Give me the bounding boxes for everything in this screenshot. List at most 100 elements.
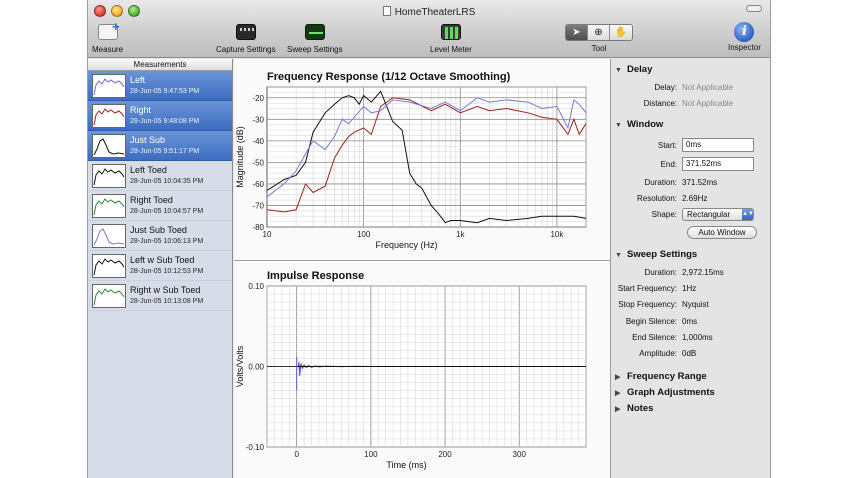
app-window: HomeTheaterLRS Measure Capture Settings … [87, 0, 771, 478]
measurement-text: Just Sub Toed 28-Jun-05 10:06:13 PM [130, 225, 203, 247]
delay-section-header[interactable]: ▼ Delay [615, 64, 652, 75]
measurement-text: Right Toed 28-Jun-05 10:04:57 PM [130, 195, 203, 217]
tool-selector[interactable]: ➤ ⊕ ✋ [565, 24, 633, 41]
window-shape-popup[interactable]: Rectangular ▲▼ [682, 208, 754, 221]
capture-settings-icon [235, 24, 256, 40]
frequency-range-section-header[interactable]: ▶ Frequency Range [615, 371, 707, 382]
inspector-button[interactable]: i Inspector [728, 22, 761, 52]
graph-adjustments-section-header[interactable]: ▶ Graph Adjustments [615, 387, 715, 398]
sweep-settings-label: Sweep Settings [287, 45, 343, 54]
measurement-item[interactable]: Left Toed 28-Jun-05 10:04:35 PM [88, 161, 232, 191]
delay-section-title: Delay [627, 64, 653, 75]
measurement-name: Left w Sub Toed [130, 254, 195, 265]
measurement-thumbnail [92, 223, 126, 248]
measurement-name: Just Sub [130, 134, 166, 145]
measurement-name: Left Toed [130, 164, 167, 175]
inspector-panel: ▼ Delay Delay: Not Applicable Distance: Not… [610, 59, 770, 478]
thumbnail-curve [93, 227, 125, 245]
x-tick-label: 1k [456, 230, 465, 239]
measurement-item[interactable]: Right Toed 28-Jun-05 10:04:57 PM [88, 191, 232, 221]
chart-title: Frequency Response (1/12 Octave Smoothin… [267, 71, 511, 83]
window-resolution-value: 2.69Hz [682, 194, 708, 203]
measurement-text: Right w Sub Toed 28-Jun-05 10:13:08 PM [130, 285, 203, 307]
distance-value: Not Applicable [682, 99, 734, 108]
y-tick-label: -50 [252, 158, 264, 167]
window-end-field[interactable]: 371.52ms [682, 157, 754, 171]
x-tick-label: 200 [438, 450, 452, 459]
begin-silence-value: 0ms [682, 317, 698, 326]
impulse-response-pane[interactable]: 0 100 200 300 0.10 0.00 -0.10 Impulse Response T… [234, 262, 610, 478]
impulse-response-chart[interactable]: 0 100 200 300 0.10 0.00 -0.10 Impulse Response T… [234, 262, 610, 478]
sweep-duration-value: 2,972.15ms [682, 268, 724, 277]
window-duration-label: Duration: [644, 178, 677, 187]
close-window-button[interactable] [94, 5, 106, 17]
stop-frequency-label: Stop Frequency: [618, 300, 677, 309]
thumbnail-curve [93, 107, 125, 125]
disclosure-closed-icon: ▶ [615, 390, 621, 397]
amplitude-value: 0dB [682, 349, 697, 358]
sweep-duration-label: Duration: [644, 268, 677, 277]
inspector-label: Inspector [728, 43, 761, 52]
x-tick-label: 100 [364, 450, 378, 459]
measurement-text: Left Toed 28-Jun-05 10:04:35 PM [130, 165, 203, 187]
measurement-name: Right w Sub Toed [130, 284, 201, 295]
sweep-section-header[interactable]: ▼ Sweep Settings [615, 249, 697, 260]
measurement-item[interactable]: Just Sub 28-Jun-05 9:51:17 PM [88, 131, 232, 161]
thumbnail-curve [93, 167, 125, 185]
hand-icon[interactable]: ✋ [610, 25, 632, 40]
minimize-window-button[interactable] [111, 5, 123, 17]
measurement-name: Left [130, 74, 146, 85]
measurement-date: 28-Jun-05 10:12:53 PM [130, 267, 204, 275]
thumbnail-curve [93, 197, 125, 215]
y-axis-label: Volts/Volts [235, 345, 245, 387]
start-frequency-label: Start Frequency: [617, 284, 677, 293]
thumbnail-curve [93, 137, 125, 155]
disclosure-closed-icon: ▶ [615, 374, 621, 381]
measure-button[interactable]: Measure [92, 19, 123, 54]
measurement-item[interactable]: Left w Sub Toed 28-Jun-05 10:12:53 PM [88, 251, 232, 281]
measurement-item[interactable]: Just Sub Toed 28-Jun-05 10:06:13 PM [88, 221, 232, 251]
x-tick-label: 100 [357, 230, 371, 239]
x-tick-label: 10k [550, 230, 564, 239]
graph-area: 10 100 1k 10k -20 -30 -40 -50 -60 -70 -80 Frequency… [234, 59, 610, 478]
window-start-field[interactable]: 0ms [682, 138, 754, 152]
thumbnail-curve [93, 257, 125, 275]
y-tick-label: -70 [252, 201, 264, 210]
end-silence-value: 1,000ms [682, 333, 713, 342]
disclosure-open-icon: ▼ [615, 67, 622, 74]
measurement-text: Left w Sub Toed 28-Jun-05 10:12:53 PM [130, 255, 203, 277]
measurement-item[interactable]: Right 28-Jun-05 9:48:08 PM [88, 101, 232, 131]
measurements-header[interactable]: Measurements [88, 59, 232, 71]
y-tick-label: -40 [252, 137, 264, 146]
measurement-thumbnail [92, 193, 126, 218]
titlebar: HomeTheaterLRS Measure Capture Settings … [88, 0, 770, 58]
notes-title: Notes [627, 403, 654, 414]
stop-frequency-value: Nyquist [682, 300, 709, 309]
chart-title: Impulse Response [267, 270, 364, 282]
measurement-date: 28-Jun-05 10:13:08 PM [130, 297, 204, 305]
window-resolution-label: Resolution: [636, 194, 677, 203]
measurement-date: 28-Jun-05 10:04:35 PM [130, 177, 204, 185]
sweep-settings-button[interactable]: Sweep Settings [287, 24, 343, 54]
toolbar-toggle-button[interactable] [746, 5, 762, 12]
measurement-item[interactable]: Right w Sub Toed 28-Jun-05 10:13:08 PM [88, 281, 232, 311]
amplitude-label: Amplitude: [639, 349, 677, 358]
y-tick-label: -20 [252, 94, 264, 103]
zoom-window-button[interactable] [128, 5, 140, 17]
arrow-pointer-icon[interactable]: ➤ [566, 25, 588, 40]
window-start-label: Start: [657, 141, 677, 150]
capture-settings-button[interactable]: Capture Settings [216, 24, 276, 54]
measurement-thumbnail [92, 73, 126, 98]
zoom-icon[interactable]: ⊕ [588, 25, 610, 40]
measurement-date: 28-Jun-05 9:47:53 PM [130, 87, 200, 95]
window-section-header[interactable]: ▼ Window [615, 119, 663, 130]
level-meter-button[interactable]: Level Meter [430, 24, 472, 54]
info-icon: i [734, 22, 755, 42]
measurement-item[interactable]: Left 28-Jun-05 9:47:53 PM [88, 71, 232, 101]
auto-window-button[interactable]: Auto Window [687, 226, 757, 239]
window-shape-value: Rectangular [687, 210, 731, 219]
frequency-response-pane[interactable]: 10 100 1k 10k -20 -30 -40 -50 -60 -70 -80 Frequency… [234, 59, 610, 261]
notes-section-header[interactable]: ▶ Notes [615, 403, 653, 414]
frequency-response-chart[interactable]: 10 100 1k 10k -20 -30 -40 -50 -60 -70 -80 Frequency… [234, 59, 610, 261]
sweep-settings-icon [304, 24, 325, 40]
